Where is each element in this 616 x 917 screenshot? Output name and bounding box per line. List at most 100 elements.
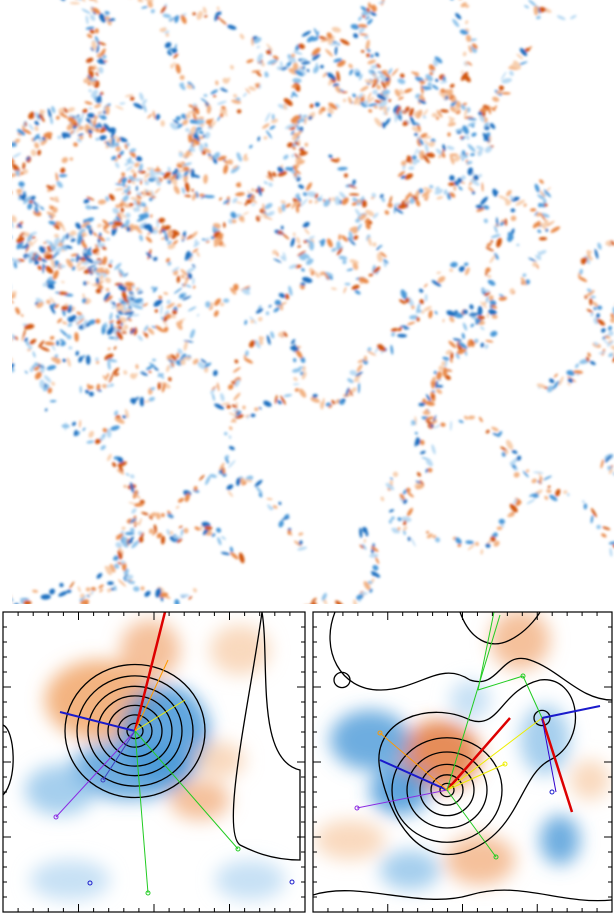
field-blob xyxy=(266,43,273,52)
field-blob xyxy=(537,251,542,260)
field-blob xyxy=(465,34,472,43)
field-blob xyxy=(422,154,430,164)
field-blob xyxy=(153,366,159,371)
field-blob xyxy=(457,544,462,547)
field-blob xyxy=(176,163,183,168)
field-blob xyxy=(288,285,293,296)
field-blob xyxy=(40,109,45,115)
field-blob xyxy=(436,271,442,274)
field-blob xyxy=(376,344,386,352)
field-blob xyxy=(192,112,197,121)
field-blob xyxy=(104,268,110,274)
field-blob xyxy=(145,236,153,243)
field-blob xyxy=(85,57,94,63)
field-blob xyxy=(159,27,167,32)
field-blob xyxy=(37,136,41,140)
field-blob xyxy=(80,618,83,622)
field-blob xyxy=(596,305,603,310)
field-blob xyxy=(458,266,465,272)
field-blob xyxy=(87,319,96,325)
field-blob xyxy=(376,252,383,263)
field-blob xyxy=(352,197,357,202)
field-blob xyxy=(344,282,351,286)
contour xyxy=(3,724,14,796)
field-blob xyxy=(136,192,142,196)
field-blob xyxy=(46,211,56,217)
field-blob xyxy=(414,431,418,435)
field-blob xyxy=(361,199,367,208)
field-blob xyxy=(196,313,200,317)
field-blob xyxy=(202,134,206,138)
field-blob xyxy=(446,310,456,317)
field-blob xyxy=(480,196,488,205)
field-blob xyxy=(126,226,131,232)
field-blob xyxy=(567,378,573,383)
field-blob xyxy=(141,511,149,516)
field-blob xyxy=(414,132,418,137)
field-blob xyxy=(277,638,281,644)
field-blob xyxy=(424,400,435,406)
field-blob xyxy=(12,258,21,264)
field-blob xyxy=(217,537,222,546)
field-blob xyxy=(189,329,196,339)
field-blob xyxy=(84,256,94,264)
field-blob xyxy=(88,391,94,397)
field-blob xyxy=(0,281,1,288)
field-blob xyxy=(113,585,117,591)
field-blob xyxy=(152,227,159,230)
field-blob xyxy=(189,151,193,156)
field-blob xyxy=(355,371,363,377)
vector xyxy=(134,730,239,850)
field-blob xyxy=(59,112,69,119)
field-blob xyxy=(227,159,233,165)
field-blob xyxy=(134,493,141,499)
field-blob xyxy=(280,200,287,204)
field-blob xyxy=(420,84,424,94)
field-blob xyxy=(80,593,85,599)
field-blob xyxy=(96,573,103,579)
field-blob xyxy=(115,146,121,152)
field-blob xyxy=(297,67,307,76)
field-blob xyxy=(112,462,117,468)
field-blob xyxy=(141,6,149,9)
field-blob xyxy=(256,71,262,77)
field-blob xyxy=(276,252,279,257)
field-blob xyxy=(232,165,238,170)
field-blob xyxy=(300,282,306,286)
field-blob xyxy=(397,78,406,85)
field-blob xyxy=(79,614,86,622)
field-blob xyxy=(103,224,109,230)
field-blob xyxy=(446,145,455,150)
field-blob xyxy=(15,170,20,177)
field-blob xyxy=(442,76,446,82)
field-blob xyxy=(298,540,303,546)
field-blob xyxy=(302,277,313,283)
field-blob xyxy=(245,350,249,357)
field-blob xyxy=(180,529,184,537)
field-blob xyxy=(250,413,256,418)
field-blob xyxy=(185,150,191,158)
field-blob xyxy=(102,219,110,227)
field-blob xyxy=(278,293,286,298)
field-blob xyxy=(98,584,104,589)
field-blob xyxy=(399,493,405,501)
contour xyxy=(333,671,351,689)
field-blob xyxy=(124,408,129,419)
field-blob xyxy=(22,191,27,194)
field-blob xyxy=(113,337,118,341)
field-blob xyxy=(316,197,323,202)
field-blob xyxy=(127,179,132,183)
field-blob xyxy=(91,0,98,3)
field-blob xyxy=(76,253,79,263)
field-blob xyxy=(38,340,45,348)
field-blob xyxy=(164,235,169,242)
field-blob xyxy=(409,116,416,127)
field-blob xyxy=(27,345,33,350)
field-blob xyxy=(534,211,539,216)
field-blob xyxy=(12,141,17,146)
field-blob xyxy=(283,154,289,160)
field-blob xyxy=(445,369,453,372)
field-blob xyxy=(216,527,222,533)
field-blob xyxy=(312,53,321,61)
field-blob xyxy=(342,398,346,402)
